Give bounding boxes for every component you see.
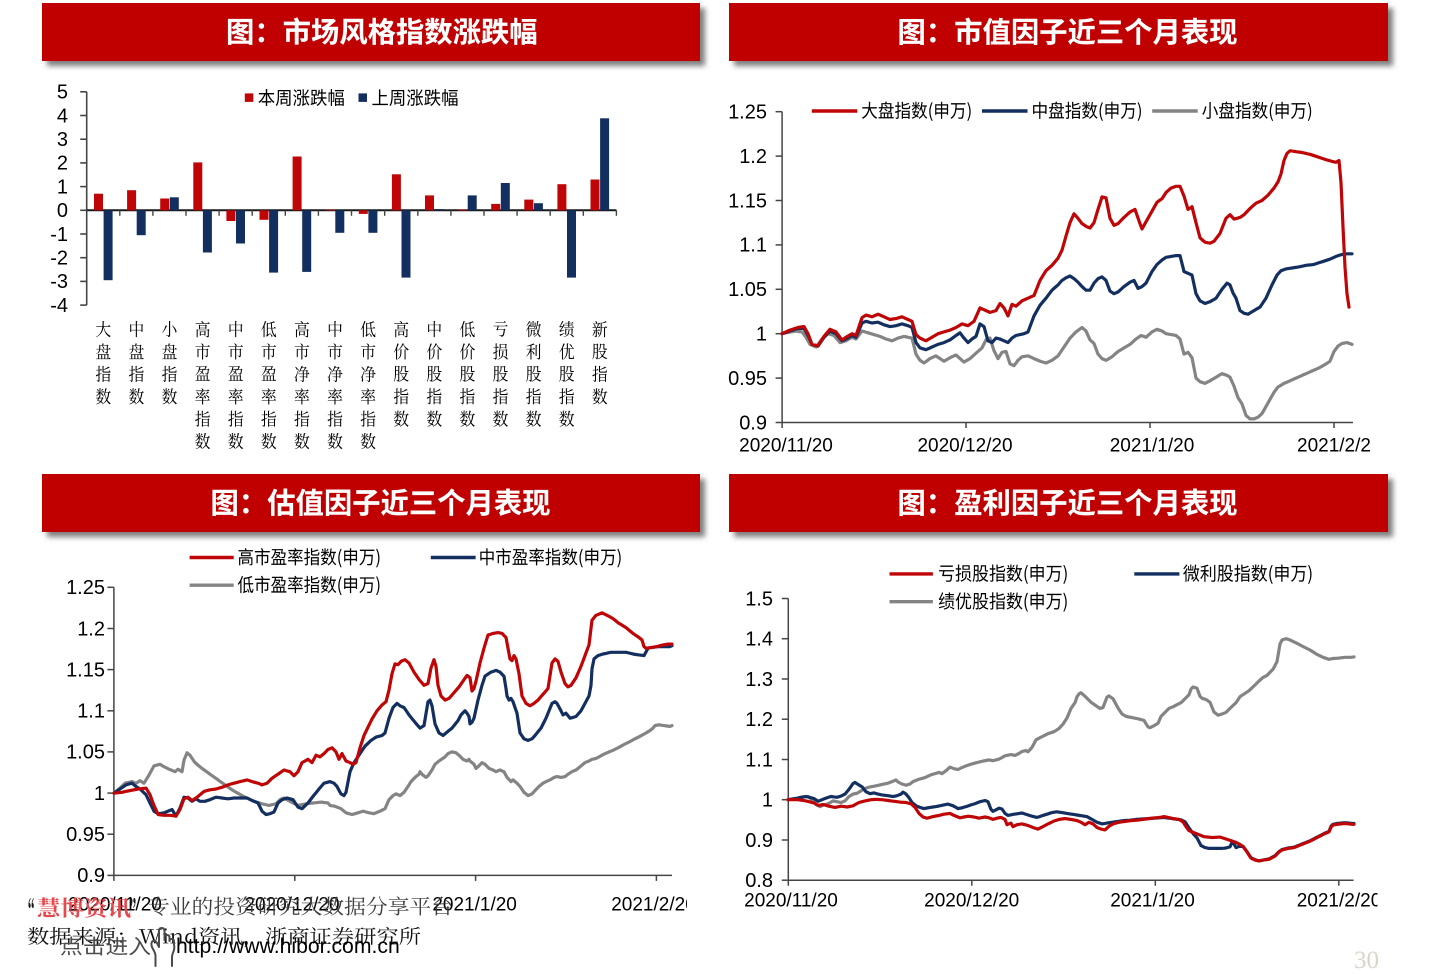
svg-text:1: 1 xyxy=(756,324,767,346)
svg-text:0: 0 xyxy=(57,200,68,222)
svg-text:2020/11/20: 2020/11/20 xyxy=(744,891,838,912)
svg-text:1.5: 1.5 xyxy=(745,588,773,610)
svg-text:1.2: 1.2 xyxy=(77,618,105,640)
svg-text:1.25: 1.25 xyxy=(728,102,767,124)
svg-text:2020/12/20: 2020/12/20 xyxy=(917,436,1012,457)
svg-text:1.05: 1.05 xyxy=(728,279,767,301)
svg-text:1: 1 xyxy=(94,783,105,805)
svg-text:2021/2/20: 2021/2/20 xyxy=(1297,891,1382,912)
svg-text:2021/2/20: 2021/2/20 xyxy=(611,895,696,916)
svg-text:1.1: 1.1 xyxy=(745,749,773,771)
svg-text:1.15: 1.15 xyxy=(66,659,105,681)
svg-text:2021/2/2: 2021/2/2 xyxy=(1297,436,1371,457)
svg-text:1.3: 1.3 xyxy=(745,669,773,691)
svg-text:1.2: 1.2 xyxy=(745,709,773,731)
svg-text:1: 1 xyxy=(762,790,773,812)
svg-text:1.4: 1.4 xyxy=(745,629,773,651)
svg-text:0.95: 0.95 xyxy=(66,824,105,846)
svg-text:0.9: 0.9 xyxy=(77,865,105,887)
svg-text:-4: -4 xyxy=(50,295,68,317)
svg-text:0.8: 0.8 xyxy=(745,870,773,892)
svg-text:1.05: 1.05 xyxy=(66,742,105,764)
svg-text:1.1: 1.1 xyxy=(739,235,767,257)
svg-text:http://www.hibor.com.cn: http://www.hibor.com.cn xyxy=(176,935,400,958)
svg-text:1.2: 1.2 xyxy=(739,146,767,168)
svg-text:4: 4 xyxy=(57,105,68,127)
svg-text:2021/1/20: 2021/1/20 xyxy=(1110,891,1195,912)
svg-text:-3: -3 xyxy=(50,271,68,293)
svg-text:1: 1 xyxy=(57,176,68,198)
svg-text:0.9: 0.9 xyxy=(745,830,773,852)
svg-text:30: 30 xyxy=(1354,947,1379,974)
svg-text:3: 3 xyxy=(57,129,68,151)
svg-text:2020/12/20: 2020/12/20 xyxy=(924,891,1019,912)
svg-text:5: 5 xyxy=(57,82,68,104)
svg-text:1.1: 1.1 xyxy=(77,701,105,723)
svg-text:2: 2 xyxy=(57,153,68,175)
svg-text:2020/11/20: 2020/11/20 xyxy=(739,436,833,457)
svg-text:1.25: 1.25 xyxy=(66,577,105,599)
svg-text:0.9: 0.9 xyxy=(739,412,767,434)
svg-text:0.95: 0.95 xyxy=(728,368,767,390)
svg-text:2021/1/20: 2021/1/20 xyxy=(432,895,517,916)
svg-text:2021/1/20: 2021/1/20 xyxy=(1110,436,1195,457)
svg-text:-1: -1 xyxy=(50,224,68,246)
svg-text:-2: -2 xyxy=(50,248,68,270)
svg-text:1.15: 1.15 xyxy=(728,190,767,212)
